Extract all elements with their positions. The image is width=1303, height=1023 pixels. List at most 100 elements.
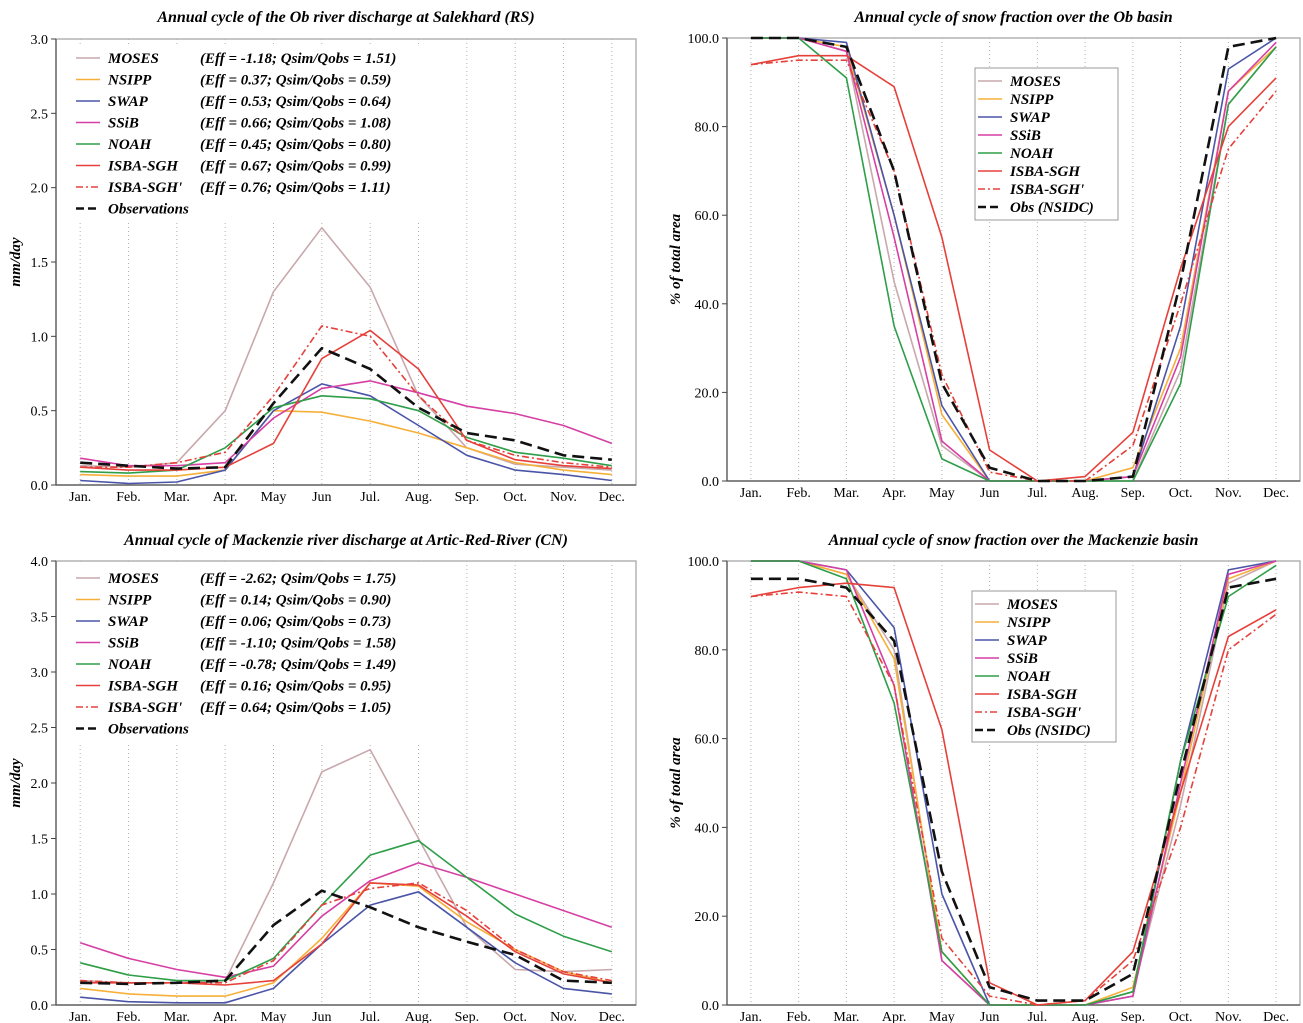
y-tick-label: 0.0 — [702, 475, 720, 490]
x-tick-label: Sep. — [1121, 486, 1146, 501]
x-tick-label: Aug. — [1071, 486, 1099, 501]
y-tick-label: 1.0 — [31, 888, 49, 903]
y-tick-label: 20.0 — [695, 910, 720, 925]
legend-label: ISBA-SGH' — [1006, 705, 1081, 721]
x-tick-label: Feb. — [116, 1010, 141, 1023]
series-line-isba-sgh- — [750, 59, 1277, 482]
legend-label: ISBA-SGH — [1009, 164, 1081, 180]
series-line-swap — [80, 890, 612, 1004]
series-line-noah — [80, 839, 613, 982]
legend-label: NSIPP — [107, 593, 152, 609]
series-line-isba-sgh — [80, 329, 612, 471]
legend-stat: (Eff = 0.14; Qsim/Qobs = 0.90) — [200, 593, 391, 609]
y-tick-label: 2.0 — [31, 777, 49, 792]
x-tick-label: Dec. — [1263, 486, 1289, 501]
legend-background — [70, 44, 450, 222]
x-tick-label: Jun — [312, 490, 331, 505]
legend-box — [971, 590, 1117, 743]
x-tick-label: Jul. — [1027, 486, 1047, 501]
legend-stat: (Eff = 0.06; Qsim/Qobs = 0.73) — [200, 614, 391, 630]
legend-label: SSiB — [108, 116, 139, 132]
legend-label: ISBA-SGH — [107, 679, 179, 695]
legend-stat: (Eff = -1.10; Qsim/Qobs = 1.58) — [200, 636, 396, 652]
y-tick-label: 80.0 — [695, 644, 720, 659]
x-tick-label: Aug. — [1071, 1010, 1099, 1023]
chart-title: Annual cycle of snow fraction over the O… — [853, 9, 1172, 26]
x-tick-label: Jan. — [69, 1010, 91, 1023]
series-line-nsipp — [80, 409, 612, 477]
legend-label: Observations — [108, 202, 189, 218]
x-tick-label: Aug. — [405, 490, 433, 505]
legend: MOSES (Eff = -2.62; Qsim/Qobs = 1.75) NSIP… — [70, 564, 450, 742]
y-tick-label: 80.0 — [695, 121, 720, 136]
chart-title: Annual cycle of Mackenzie river discharg… — [123, 532, 568, 549]
y-tick-label: 1.5 — [31, 833, 49, 848]
x-tick-label: May — [929, 486, 955, 501]
x-tick-label: Apr. — [213, 1010, 238, 1023]
x-tick-label: Nov. — [1215, 486, 1242, 501]
series-line-isba-sgh- — [80, 882, 612, 984]
series-line-noah — [750, 560, 1277, 1006]
y-axis-label: mm/day — [8, 237, 24, 287]
x-tick-label: Apr. — [882, 1010, 907, 1023]
series-line-isba-sgh- — [80, 325, 612, 469]
y-axis-label: % of total area — [668, 737, 684, 829]
legend-stat: (Eff = 0.67; Qsim/Qobs = 0.99) — [200, 159, 391, 175]
x-tick-label: Sep. — [455, 490, 480, 505]
legend-label: ISBA-SGH — [107, 159, 179, 175]
legend-label: NOAH — [1009, 146, 1055, 162]
series-line-obs-nsidc- — [750, 36, 1277, 483]
x-tick-label: Jun — [980, 486, 999, 501]
x-tick-label: Feb. — [786, 486, 811, 501]
legend-stat: (Eff = 0.76; Qsim/Qobs = 1.11) — [200, 180, 391, 196]
chart-title: Annual cycle of the Ob river discharge a… — [156, 9, 534, 26]
y-tick-label: 40.0 — [695, 298, 720, 313]
legend-stat: (Eff = 0.64; Qsim/Qobs = 1.05) — [200, 700, 391, 716]
legend-label: Obs (NSIDC) — [1010, 200, 1094, 216]
legend-stat: (Eff = 0.53; Qsim/Qobs = 0.64) — [200, 94, 391, 110]
x-tick-label: May — [261, 490, 287, 505]
x-tick-label: Jul. — [1027, 1010, 1047, 1023]
x-tick-label: Apr. — [213, 490, 238, 505]
x-tick-label: May — [261, 1010, 287, 1023]
x-tick-label: Mar. — [164, 1010, 190, 1023]
x-tick-label: Sep. — [1121, 1010, 1146, 1023]
series-line-moses — [80, 748, 612, 984]
series-line-observations — [80, 889, 612, 986]
x-tick-label: Jan. — [740, 486, 762, 501]
y-tick-label: 3.0 — [31, 33, 49, 48]
legend-label: NSIPP — [1009, 92, 1054, 108]
y-tick-label: 0.5 — [31, 405, 49, 420]
legend-label: SSiB — [1010, 128, 1041, 144]
y-axis-label: mm/day — [8, 758, 24, 808]
series-line-noah — [750, 37, 1277, 482]
y-tick-label: 40.0 — [695, 821, 720, 836]
legend-stat: (Eff = -0.78; Qsim/Qobs = 1.49) — [200, 657, 396, 673]
x-tick-label: Dec. — [599, 1010, 625, 1023]
x-tick-label: Jul. — [360, 490, 380, 505]
chart-panel-3: Annual cycle of Mackenzie river discharg… — [8, 532, 637, 1023]
legend-label: SWAP — [1010, 110, 1051, 126]
legend-label: MOSES — [107, 51, 159, 67]
x-tick-label: Aug. — [405, 1010, 433, 1023]
x-tick-label: Mar. — [833, 1010, 859, 1023]
y-tick-label: 2.5 — [31, 722, 49, 737]
legend-label: NOAH — [107, 137, 153, 153]
legend-label: SWAP — [108, 94, 149, 110]
y-tick-label: 60.0 — [695, 209, 720, 224]
chart-panel-2: Annual cycle of snow fraction over the O… — [668, 9, 1301, 501]
legend-label: ISBA-SGH — [1006, 687, 1078, 703]
legend-label: SSiB — [1007, 651, 1038, 667]
legend-label: ISBA-SGH' — [107, 180, 182, 196]
legend-label: NSIPP — [107, 73, 152, 89]
chart-panel-4: Annual cycle of snow fraction over the M… — [668, 532, 1301, 1023]
legend-label: NSIPP — [1006, 615, 1051, 631]
x-tick-label: Jan. — [69, 490, 91, 505]
y-axis-label: % of total area — [668, 213, 684, 305]
legend-stat: (Eff = 0.45; Qsim/Qobs = 0.80) — [200, 137, 391, 153]
y-tick-label: 3.5 — [31, 611, 49, 626]
y-tick-label: 0.0 — [702, 999, 720, 1014]
y-tick-label: 1.0 — [31, 330, 49, 345]
series-line-isba-sgh- — [750, 591, 1277, 1006]
